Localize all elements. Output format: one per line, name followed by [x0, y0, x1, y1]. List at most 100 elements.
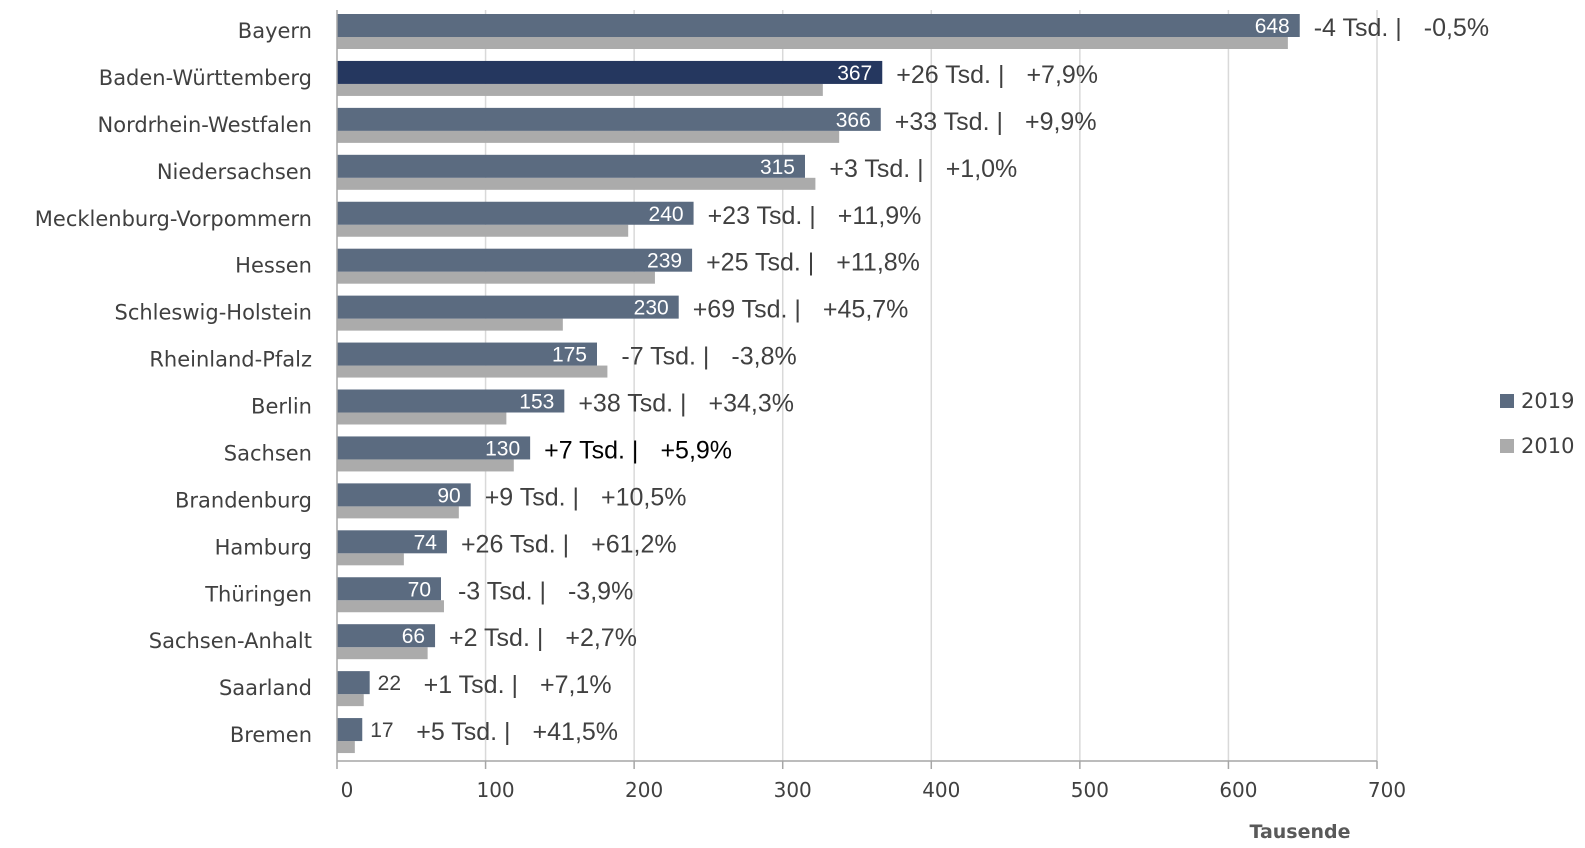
- x-tick-label-200: 200: [625, 778, 663, 802]
- change-annotation-berlin: +38 Tsd. | +34,3%: [578, 390, 794, 418]
- change-pct-sachsen-anhalt: +2,7%: [565, 624, 637, 652]
- bar-2010-hamburg: [337, 553, 404, 566]
- x-tick-label-600: 600: [1219, 778, 1257, 802]
- x-axis: 0 100 200 300 400 500 600 700: [336, 10, 1406, 802]
- bar-2019-thueringen: [337, 577, 441, 601]
- data-label-baden-wuerttemberg: 367: [837, 62, 872, 85]
- category-label-hessen: Hessen: [235, 254, 312, 278]
- change-pct-nordrhein-westfalen: +9,9%: [1025, 108, 1097, 136]
- category-label-schleswig-holstein: Schleswig-Holstein: [114, 301, 312, 325]
- bar-2019-berlin: [337, 389, 565, 413]
- bar-2019-saarland: [337, 671, 370, 695]
- bars: [337, 14, 1300, 754]
- data-label-hamburg: 74: [414, 531, 438, 554]
- bar-2019-baden-wuerttemberg: [337, 60, 883, 84]
- legend-label-2010: 2010: [1521, 434, 1574, 458]
- change-abs-thueringen: -3 Tsd. |: [458, 577, 546, 605]
- data-label-saarland: 22: [378, 672, 401, 695]
- change-abs-hessen: +25 Tsd. |: [706, 249, 814, 277]
- change-abs-baden-wuerttemberg: +26 Tsd. |: [896, 61, 1004, 89]
- change-pct-baden-wuerttemberg: +7,9%: [1026, 61, 1098, 89]
- change-pct-thueringen: -3,9%: [568, 577, 633, 605]
- change-pct-schleswig-holstein: +45,7%: [823, 296, 909, 324]
- legend-swatch-2010: [1500, 439, 1514, 453]
- change-annotation-niedersachsen: +3 Tsd. | +1,0%: [829, 155, 1017, 183]
- change-pct-bremen: +41,5%: [533, 718, 619, 746]
- legend: 2019 2010: [1500, 389, 1574, 458]
- x-tick-label-0: 0: [341, 778, 354, 802]
- data-label-niedersachsen: 315: [760, 156, 795, 179]
- change-abs-saarland: +1 Tsd. |: [424, 671, 518, 699]
- change-pct-berlin: +34,3%: [709, 390, 795, 418]
- category-label-hamburg: Hamburg: [215, 535, 312, 559]
- category-label-mecklenburg-vorpommern: Mecklenburg-Vorpommern: [35, 207, 312, 231]
- category-label-berlin: Berlin: [251, 395, 312, 419]
- change-abs-niedersachsen: +3 Tsd. |: [829, 155, 923, 183]
- bar-2019-niedersachsen: [337, 154, 805, 178]
- change-pct-hessen: +11,8%: [836, 249, 920, 277]
- bar-2010-baden-wuerttemberg: [337, 83, 823, 96]
- bar-2019-schleswig-holstein: [337, 295, 679, 319]
- x-tick-label-500: 500: [1071, 778, 1109, 802]
- change-pct-rheinland-pfalz: -3,8%: [731, 343, 796, 371]
- bar-2010-bayern: [337, 37, 1288, 49]
- change-abs-rheinland-pfalz: -7 Tsd. |: [621, 343, 709, 371]
- bar-2019-brandenburg: [337, 483, 471, 507]
- bar-2010-schleswig-holstein: [337, 318, 563, 331]
- change-annotation-mecklenburg-vorpommern: +23 Tsd. | +11,9%: [708, 202, 922, 230]
- x-tick-label-400: 400: [922, 778, 960, 802]
- category-label-thueringen: Thüringen: [204, 582, 312, 606]
- category-label-niedersachsen: Niedersachsen: [157, 160, 312, 184]
- bar-2019-hamburg: [337, 530, 447, 554]
- bar-2019-hessen: [337, 248, 693, 272]
- change-abs-bremen: +5 Tsd. |: [416, 718, 510, 746]
- bar-2010-berlin: [337, 412, 507, 425]
- change-pct-mecklenburg-vorpommern: +11,9%: [838, 202, 922, 230]
- change-annotation-nordrhein-westfalen: +33 Tsd. | +9,9%: [895, 108, 1097, 136]
- bar-2019-mecklenburg-vorpommern: [337, 201, 694, 225]
- legend-swatch-2019: [1500, 394, 1514, 408]
- bar-2019-nordrhein-westfalen: [337, 107, 881, 131]
- change-abs-hamburg: +26 Tsd. |: [461, 530, 569, 558]
- bar-2010-sachsen-anhalt: [337, 647, 428, 660]
- category-label-sachsen-anhalt: Sachsen-Anhalt: [149, 629, 312, 653]
- category-label-rheinland-pfalz: Rheinland-Pfalz: [149, 348, 312, 372]
- category-label-saarland: Saarland: [219, 676, 312, 700]
- category-label-sachsen: Sachsen: [224, 441, 312, 465]
- data-label-rheinland-pfalz: 175: [552, 344, 587, 367]
- change-annotation-hamburg: +26 Tsd. | +61,2%: [461, 530, 677, 558]
- bar-2019-rheinland-pfalz: [337, 342, 597, 366]
- bar-2010-hessen: [337, 271, 655, 284]
- data-label-bayern: 648: [1255, 15, 1290, 38]
- data-label-bremen: 17: [370, 719, 393, 742]
- change-abs-schleswig-holstein: +69 Tsd. |: [693, 296, 801, 324]
- bar-2010-niedersachsen: [337, 177, 816, 190]
- category-label-bremen: Bremen: [230, 723, 312, 747]
- category-label-nordrhein-westfalen: Nordrhein-Westfalen: [98, 113, 312, 137]
- change-pct-bayern: -0,5%: [1424, 14, 1489, 42]
- category-label-brandenburg: Brandenburg: [175, 488, 312, 512]
- change-abs-mecklenburg-vorpommern: +23 Tsd. |: [708, 202, 816, 230]
- bar-2010-saarland: [337, 694, 364, 707]
- change-annotation-rheinland-pfalz: -7 Tsd. | -3,8%: [621, 343, 796, 371]
- legend-label-2019: 2019: [1521, 389, 1574, 413]
- change-abs-nordrhein-westfalen: +33 Tsd. |: [895, 108, 1003, 136]
- change-pct-hamburg: +61,2%: [591, 530, 677, 558]
- category-labels: Bayern Baden-Württemberg Nordrhein-Westfal…: [35, 19, 312, 747]
- bar-2019-bremen: [337, 718, 363, 742]
- data-label-mecklenburg-vorpommern: 240: [649, 203, 684, 226]
- change-abs-brandenburg: +9 Tsd. |: [485, 483, 579, 511]
- category-label-baden-wuerttemberg: Baden-Württemberg: [99, 66, 312, 90]
- change-abs-bayern: -4 Tsd. |: [1314, 14, 1402, 42]
- x-tick-label-300: 300: [774, 778, 812, 802]
- bar-2010-bremen: [337, 741, 355, 754]
- data-label-schleswig-holstein: 230: [634, 297, 669, 320]
- change-annotation-bayern: -4 Tsd. | -0,5%: [1314, 14, 1489, 42]
- change-annotation-thueringen: -3 Tsd. | -3,9%: [458, 577, 633, 605]
- data-label-thueringen: 70: [408, 578, 431, 601]
- x-axis-unit-label: Tausende: [1249, 821, 1350, 843]
- bar-2010-nordrhein-westfalen: [337, 130, 840, 143]
- x-tick-label-100: 100: [476, 778, 514, 802]
- change-pct-niedersachsen: +1,0%: [946, 155, 1018, 183]
